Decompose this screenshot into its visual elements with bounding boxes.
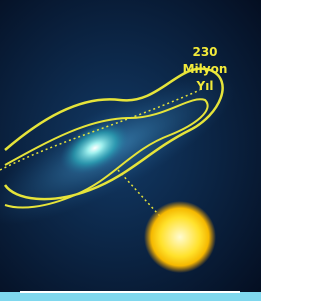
annotation-line: Yıl xyxy=(196,79,214,93)
annotation-line: Milyon xyxy=(183,62,228,76)
bottom-bar xyxy=(0,292,261,301)
illustration: 230 Milyon Yıl xyxy=(0,0,261,301)
sun xyxy=(144,201,216,273)
annotation-line: 230 xyxy=(192,45,217,59)
